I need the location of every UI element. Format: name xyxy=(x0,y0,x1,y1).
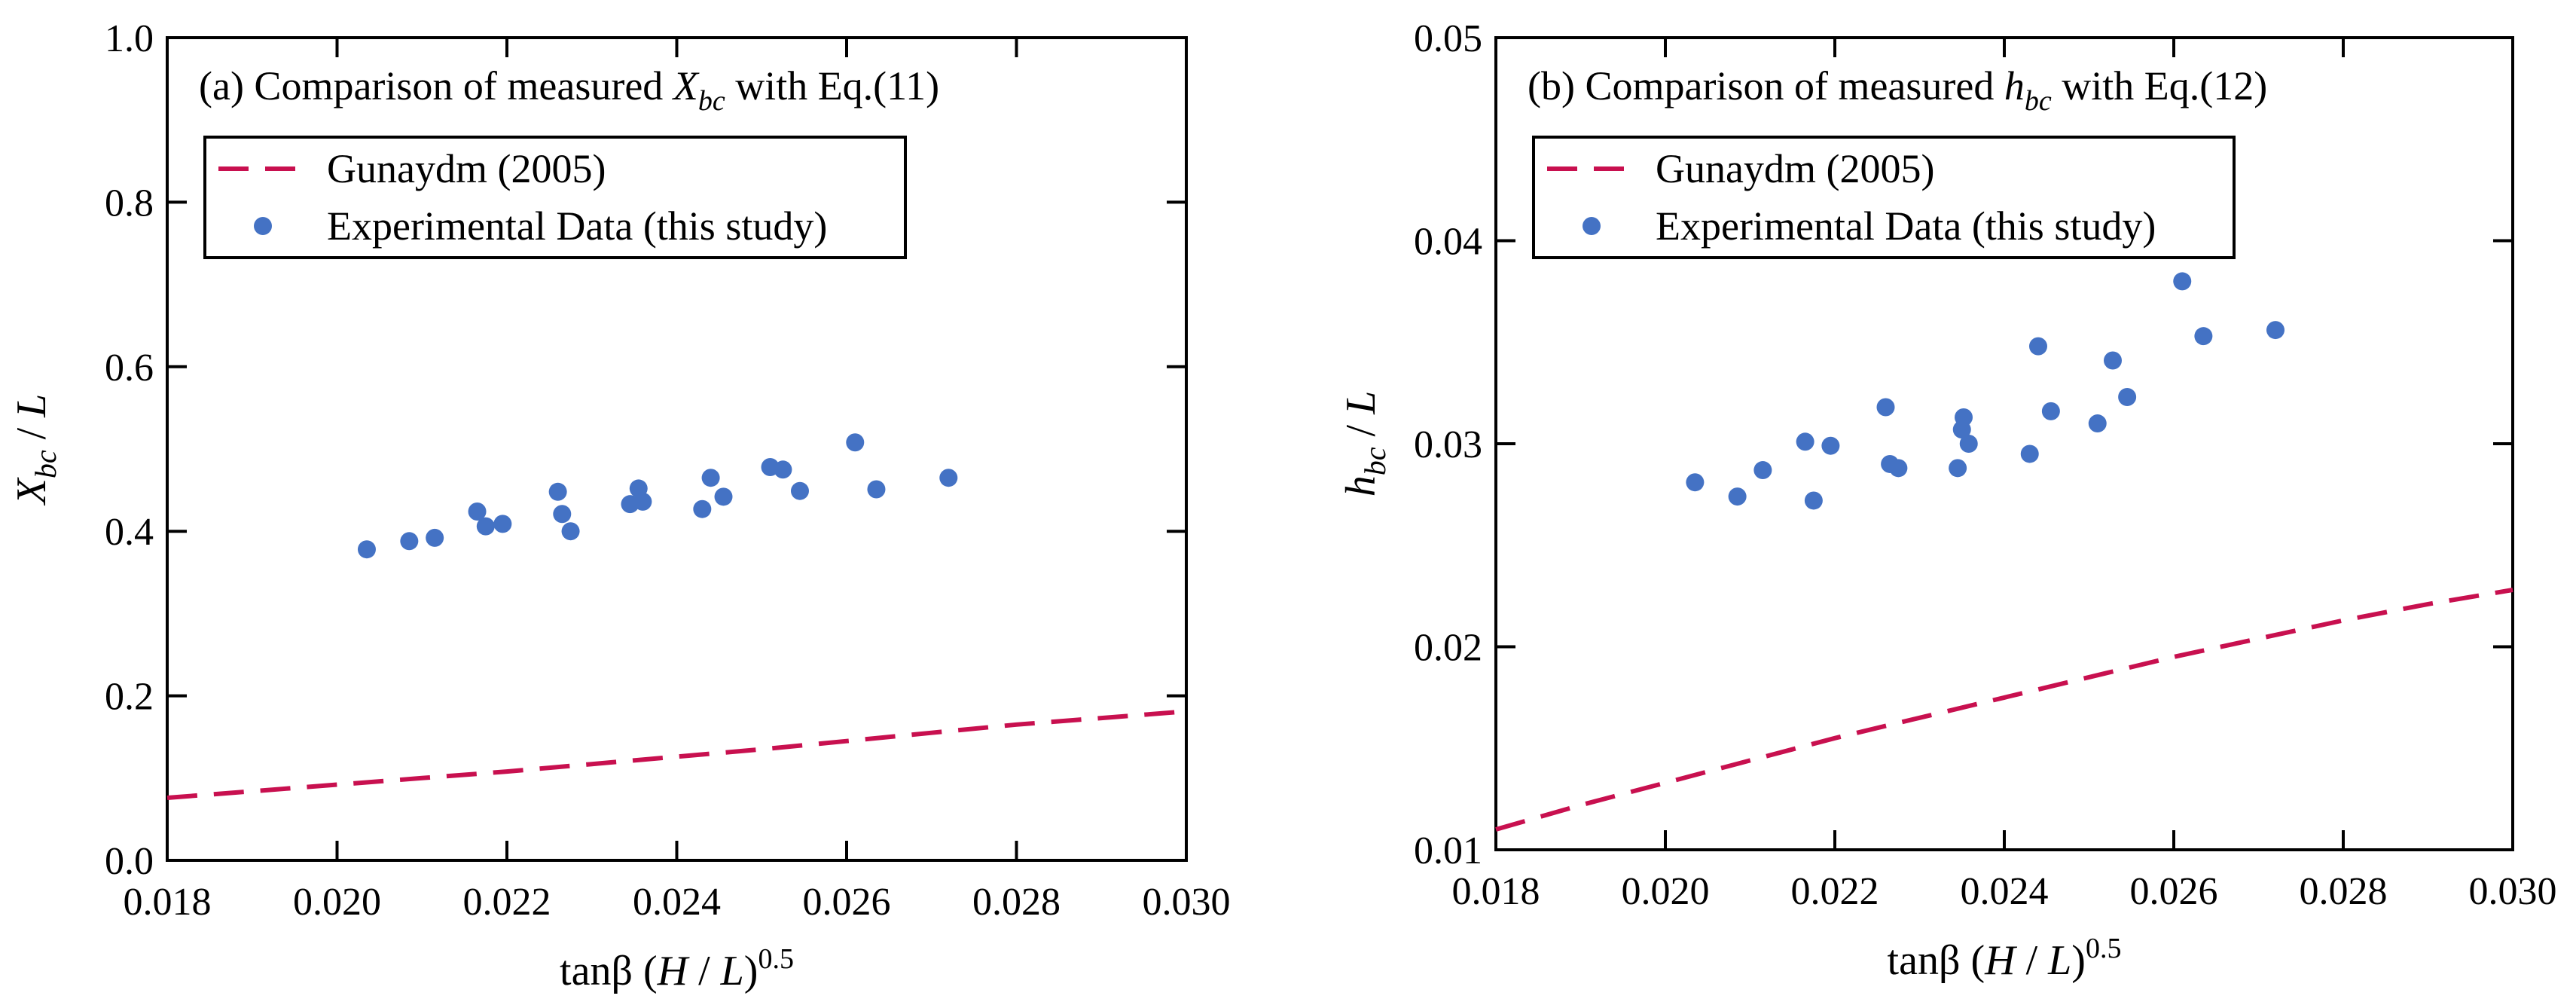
data-point-b xyxy=(1796,432,1814,451)
data-point-b xyxy=(2088,414,2107,433)
x-tick-label-a: 0.024 xyxy=(633,881,721,924)
panel-a: 0.018 0.020 0.022 0.024 0.026 0.028 0.030 0.0 0.… xyxy=(8,17,1231,994)
legend-box-a xyxy=(203,136,907,259)
y-tick-label-a: 1.0 xyxy=(105,17,154,60)
legend-box-b xyxy=(1532,136,2236,259)
data-point-b xyxy=(2118,388,2137,407)
ticks-a: 0.018 0.020 0.022 0.024 0.026 0.028 0.030 0.0 0.… xyxy=(105,17,1231,924)
data-point-a xyxy=(774,460,792,479)
data-point-a xyxy=(426,528,444,547)
data-point-b xyxy=(2029,337,2047,356)
data-point-b xyxy=(1955,408,1973,426)
data-point-a xyxy=(714,487,733,506)
legend-marker-swatch-b xyxy=(1583,217,1601,235)
x-tick-label-b: 0.030 xyxy=(2469,870,2557,913)
data-point-b xyxy=(2104,351,2122,370)
legend-entry-b-data: Experimental Data (this study) xyxy=(1656,203,2156,249)
data-point-b xyxy=(1959,435,1978,453)
data-point-b xyxy=(1753,461,1772,480)
data-point-a xyxy=(701,469,720,487)
data-point-a xyxy=(633,492,652,511)
x-tick-label-a: 0.030 xyxy=(1143,881,1231,924)
legend-entry-a-line: Gunaydm (2005) xyxy=(327,146,606,191)
x-tick-label-b: 0.028 xyxy=(2300,870,2388,913)
y-tick-label-a: 0.8 xyxy=(105,182,154,225)
data-point-b xyxy=(2194,327,2213,346)
y-axis-label-b: hbc / L xyxy=(1338,391,1392,496)
legend-entry-b-line: Gunaydm (2005) xyxy=(1656,146,1934,191)
data-point-a xyxy=(476,517,495,536)
x-tick-label-a: 0.018 xyxy=(124,881,212,924)
data-point-a xyxy=(561,522,580,541)
x-tick-label-b: 0.020 xyxy=(1622,870,1710,913)
y-tick-label-b: 0.01 xyxy=(1414,829,1482,872)
x-tick-label-a: 0.026 xyxy=(803,881,891,924)
series-layer-a xyxy=(166,433,1187,800)
model-curve-b xyxy=(1495,588,2513,832)
y-tick-label-b: 0.04 xyxy=(1414,221,1482,264)
x-tick-label-a: 0.022 xyxy=(463,881,551,924)
data-point-a xyxy=(548,482,567,501)
data-point-b xyxy=(1876,398,1895,417)
panel-title-a: (a) Comparison of measured Xbc with Eq.(… xyxy=(199,63,939,117)
data-point-b xyxy=(2041,402,2060,420)
x-tick-label-b: 0.026 xyxy=(2130,870,2218,913)
data-point-a xyxy=(493,515,512,533)
data-point-a xyxy=(867,480,886,499)
y-tick-label-a: 0.6 xyxy=(105,347,154,389)
ticks-b: 0.018 0.020 0.022 0.024 0.026 0.028 0.030 0.01 0… xyxy=(1414,17,2557,913)
data-point-a xyxy=(790,481,809,500)
data-point-b xyxy=(1889,459,1908,478)
data-point-b xyxy=(2266,321,2285,340)
legend-a: Gunaydm (2005) Experimental Data (this s… xyxy=(203,136,907,259)
y-tick-label-a: 0.2 xyxy=(105,676,154,719)
data-point-a xyxy=(846,433,865,452)
data-point-b xyxy=(2020,444,2039,463)
legend-entry-a-data: Experimental Data (this study) xyxy=(327,203,827,249)
panel-b: 0.018 0.020 0.022 0.024 0.026 0.028 0.030 0.01 0… xyxy=(1338,17,2557,984)
y-axis-label-a: Xbc / L xyxy=(8,394,63,506)
x-tick-label-a: 0.028 xyxy=(972,881,1061,924)
legend-b: Gunaydm (2005) Experimental Data (this s… xyxy=(1532,136,2236,259)
legend-marker-swatch-a xyxy=(254,217,272,235)
data-point-a xyxy=(468,502,487,521)
x-tick-label-b: 0.018 xyxy=(1452,870,1540,913)
data-point-b xyxy=(1949,459,1967,478)
data-point-a xyxy=(939,469,958,487)
y-tick-label-a: 0.0 xyxy=(105,840,154,883)
panel-title-b: (b) Comparison of measured hbc with Eq.(… xyxy=(1528,63,2267,117)
series-layer-b xyxy=(1495,272,2513,832)
x-axis-label-b: tanβ (H / L)0.5 xyxy=(1888,933,2122,984)
data-point-a xyxy=(693,499,712,518)
data-point-a xyxy=(553,505,572,524)
data-point-a xyxy=(400,532,419,551)
x-axis-label-a: tanβ (H / L)0.5 xyxy=(560,943,794,994)
data-point-b xyxy=(1821,436,1840,455)
y-tick-label-b: 0.05 xyxy=(1414,17,1482,60)
data-point-b xyxy=(2173,272,2192,291)
data-point-b xyxy=(1804,491,1823,510)
data-point-b xyxy=(1728,487,1747,506)
y-tick-label-b: 0.03 xyxy=(1414,423,1482,466)
y-tick-label-b: 0.02 xyxy=(1414,627,1482,670)
x-tick-label-b: 0.024 xyxy=(1961,870,2049,913)
data-point-a xyxy=(357,540,376,559)
x-tick-label-a: 0.020 xyxy=(293,881,381,924)
y-tick-label-a: 0.4 xyxy=(105,511,154,554)
data-point-b xyxy=(1686,473,1705,492)
model-curve-a xyxy=(166,709,1187,800)
x-tick-label-b: 0.022 xyxy=(1791,870,1879,913)
